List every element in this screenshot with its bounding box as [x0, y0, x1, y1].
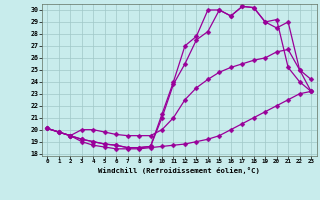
X-axis label: Windchill (Refroidissement éolien,°C): Windchill (Refroidissement éolien,°C) [98, 167, 260, 174]
